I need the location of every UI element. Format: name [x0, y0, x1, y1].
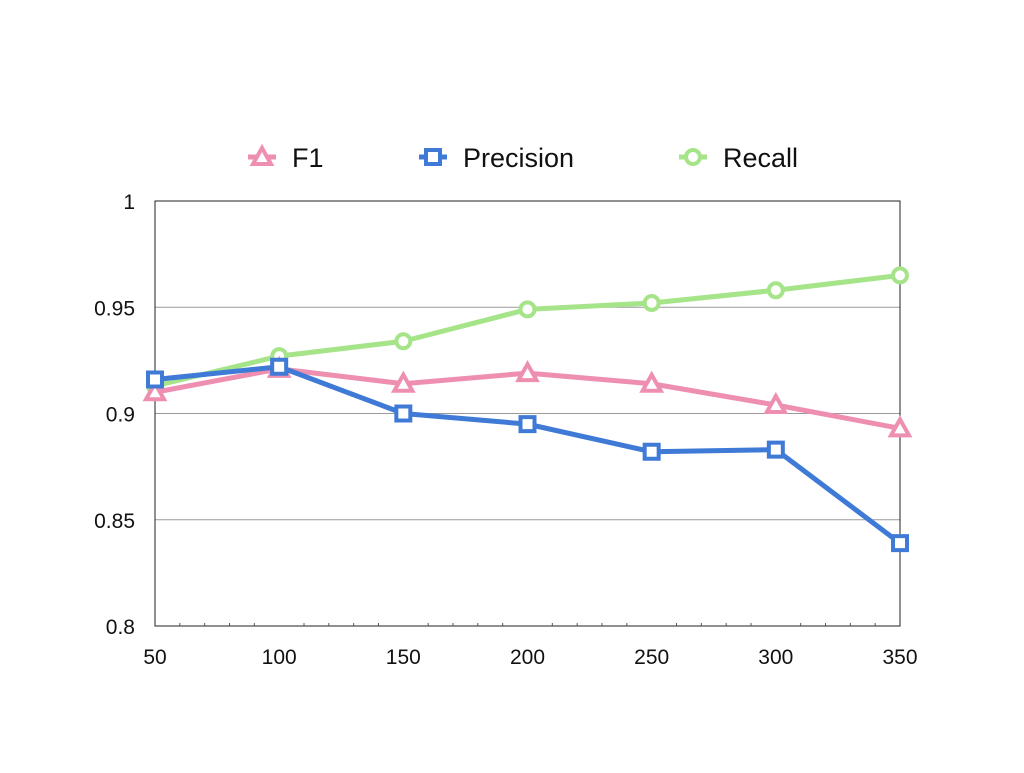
x-tick-label: 250: [634, 646, 669, 669]
x-tick-label: 150: [386, 646, 421, 669]
y-tick-label: 0.85: [94, 510, 135, 533]
f1-point: [639, 370, 665, 393]
precision-point: [518, 415, 537, 434]
recall-point: [642, 294, 661, 312]
y-tick-label: 0.9: [106, 404, 135, 427]
legend-triangle-icon: [249, 143, 275, 166]
x-tick-label: 200: [510, 646, 545, 669]
series-precision: [146, 357, 909, 553]
precision-point: [270, 357, 289, 376]
precision-point: [146, 370, 164, 389]
recall-point: [891, 266, 909, 285]
f1-point: [515, 360, 540, 383]
precision-line: [152, 364, 903, 546]
legend-label: Recall: [723, 143, 798, 173]
legend: F1 Precision Recall: [248, 143, 798, 173]
f1-point: [887, 415, 913, 438]
precision-point: [891, 534, 909, 553]
precision-point: [394, 404, 413, 423]
precision-point: [766, 440, 785, 459]
plot-frame: [154, 200, 901, 627]
f1-point: [142, 379, 168, 402]
f1-point: [390, 370, 416, 393]
gridlines: [155, 306, 900, 521]
precision-point: [642, 442, 661, 461]
legend-item-recall: Recall: [679, 143, 798, 173]
legend-label: F1: [292, 143, 324, 173]
legend-circle-icon: [684, 148, 702, 166]
recall-point: [394, 332, 413, 351]
x-tick-label: 300: [758, 646, 793, 669]
legend-item-precision: Precision: [419, 143, 574, 173]
y-tick-label: 0.95: [94, 297, 135, 320]
legend-label: Precision: [463, 143, 574, 173]
series-layer: [142, 266, 913, 553]
y-tick-label: 0.8: [106, 616, 135, 639]
legend-item-f1: F1: [248, 143, 324, 173]
x-tick-label: 100: [262, 646, 297, 669]
recall-point: [766, 281, 785, 300]
legend-square-icon: [424, 148, 442, 166]
x-tick-label: 350: [882, 646, 917, 669]
recall-point: [518, 300, 537, 319]
f1-point: [763, 391, 789, 414]
y-tick-label: 1: [123, 191, 135, 214]
x-tick-label: 50: [143, 646, 166, 669]
